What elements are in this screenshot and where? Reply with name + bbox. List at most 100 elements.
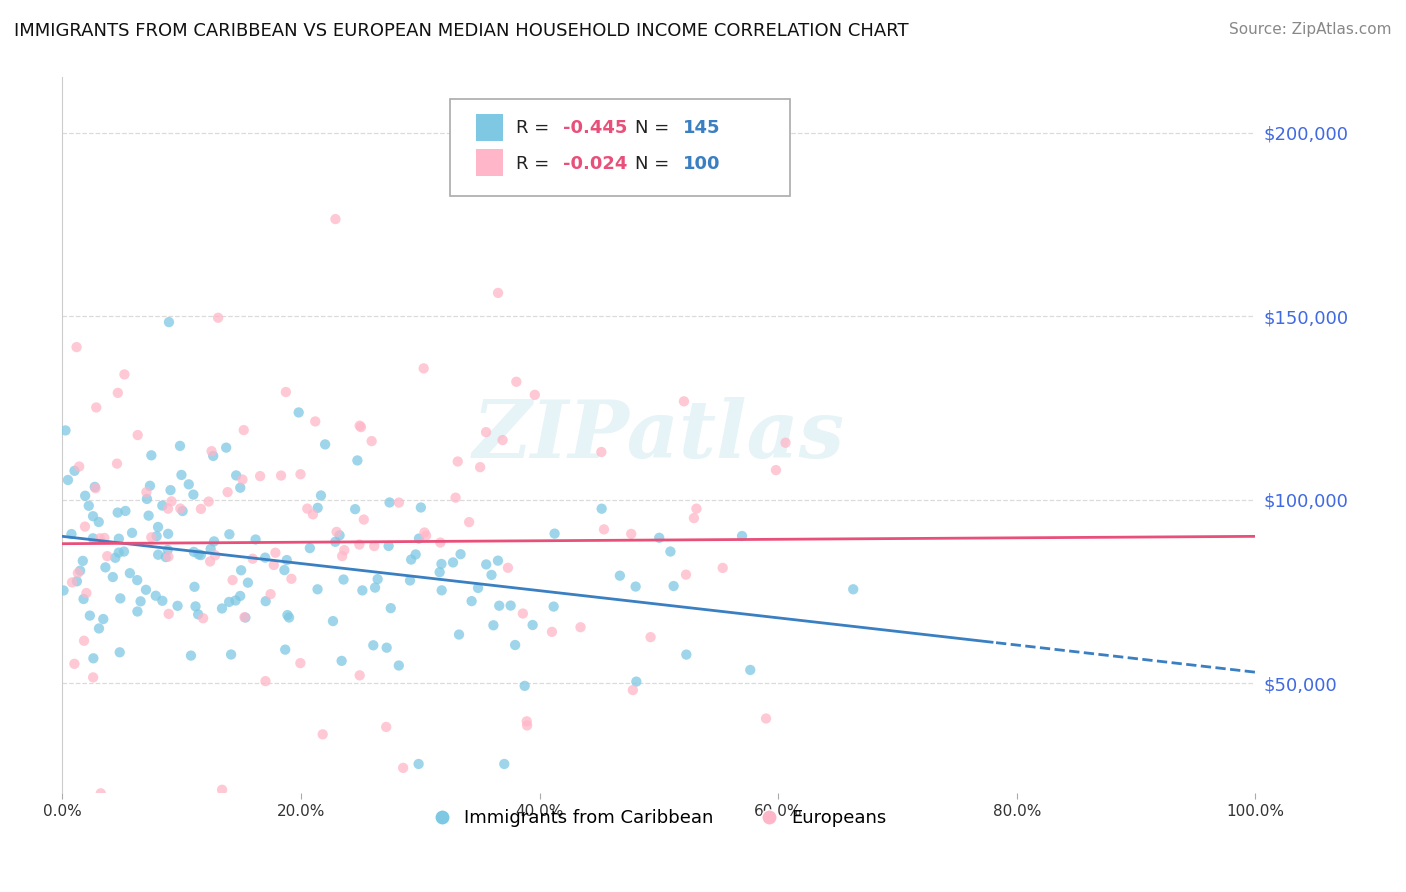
Point — [312, 727, 335, 741]
Point — [662, 579, 685, 593]
Point — [129, 594, 152, 608]
Point — [775, 435, 797, 450]
Point — [430, 557, 453, 571]
Point — [415, 528, 437, 542]
Point — [146, 520, 169, 534]
Point — [65, 340, 87, 354]
Point — [90, 786, 112, 800]
Point — [298, 541, 321, 555]
Point — [84, 401, 107, 415]
Point — [486, 554, 509, 568]
Point — [225, 468, 247, 483]
Point — [325, 524, 347, 539]
Point — [159, 483, 181, 497]
Point — [349, 537, 371, 551]
Point — [160, 494, 183, 508]
Point — [254, 550, 277, 565]
Point — [330, 549, 353, 563]
Point — [72, 554, 94, 568]
Point — [346, 453, 368, 467]
Point — [110, 591, 132, 606]
Point — [169, 439, 191, 453]
Point — [236, 575, 259, 590]
Point — [675, 648, 697, 662]
Point — [399, 574, 422, 588]
Point — [685, 501, 707, 516]
Text: IMMIGRANTS FROM CARIBBEAN VS EUROPEAN MEDIAN HOUSEHOLD INCOME CORRELATION CHART: IMMIGRANTS FROM CARIBBEAN VS EUROPEAN ME… — [14, 22, 908, 40]
FancyBboxPatch shape — [477, 114, 503, 141]
Point — [75, 586, 97, 600]
Point — [211, 782, 233, 797]
Point — [307, 582, 329, 597]
Point — [107, 545, 129, 559]
Point — [63, 657, 86, 671]
Point — [499, 599, 522, 613]
Point — [591, 445, 613, 459]
Point — [72, 592, 94, 607]
Point — [276, 553, 298, 567]
Text: R =: R = — [516, 120, 555, 137]
Point — [108, 532, 131, 546]
Point — [183, 580, 205, 594]
Point — [447, 454, 470, 468]
Point — [56, 473, 79, 487]
Point — [349, 668, 371, 682]
Point — [287, 405, 309, 419]
Point — [169, 501, 191, 516]
Point — [273, 563, 295, 577]
Point — [172, 504, 194, 518]
Point — [314, 437, 336, 451]
Point — [127, 428, 149, 442]
Point — [672, 394, 695, 409]
Point — [543, 526, 565, 541]
Point — [198, 554, 221, 568]
Point — [276, 608, 298, 623]
Point — [270, 468, 292, 483]
Point — [259, 587, 281, 601]
Point — [683, 511, 706, 525]
Point — [512, 607, 534, 621]
Point — [254, 594, 277, 608]
Point — [211, 601, 233, 615]
Point — [75, 489, 97, 503]
Point — [488, 599, 510, 613]
Point — [380, 601, 402, 615]
Point — [409, 500, 432, 515]
Point — [155, 550, 177, 565]
Point — [146, 548, 169, 562]
Point — [332, 573, 354, 587]
Point — [183, 545, 205, 559]
Point — [541, 624, 564, 639]
Point — [468, 460, 491, 475]
Point — [136, 491, 159, 506]
Point — [170, 467, 193, 482]
Point — [204, 549, 226, 563]
Point — [522, 618, 544, 632]
Point — [184, 599, 207, 614]
Point — [405, 548, 427, 562]
Point — [112, 368, 135, 382]
Point — [740, 663, 762, 677]
Point — [187, 547, 209, 561]
Point — [249, 469, 271, 483]
Point — [197, 494, 219, 508]
Point — [364, 581, 387, 595]
Point — [177, 477, 200, 491]
Point — [399, 552, 422, 566]
Point — [675, 567, 697, 582]
Point — [486, 285, 509, 300]
Point — [83, 480, 105, 494]
Point — [659, 544, 682, 558]
Point — [150, 499, 173, 513]
Point — [231, 473, 253, 487]
Point — [67, 459, 90, 474]
Point — [503, 638, 526, 652]
Point — [105, 457, 128, 471]
FancyBboxPatch shape — [477, 149, 503, 177]
Point — [202, 449, 225, 463]
Point — [107, 506, 129, 520]
Point — [94, 560, 117, 574]
Point — [229, 481, 252, 495]
Point — [77, 499, 100, 513]
Point — [60, 527, 83, 541]
